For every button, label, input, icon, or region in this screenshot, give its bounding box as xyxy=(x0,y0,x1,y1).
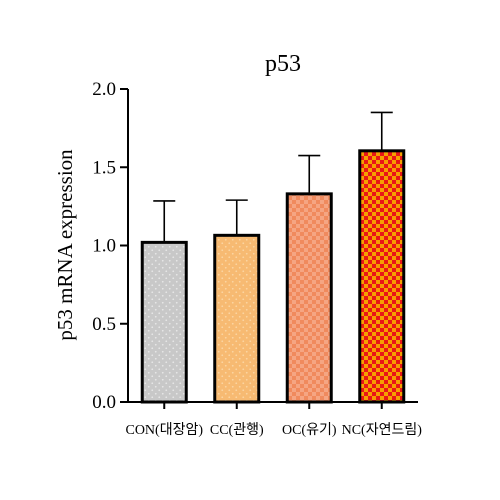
bar-2 xyxy=(285,192,333,404)
y-tick-label-1: 0.5 xyxy=(92,314,116,335)
bar-3 xyxy=(358,149,406,404)
axes-group: CON(대장암) CC(관행) OC(유기) NC(자연드림) 0.0 0.5 1.0 1.5… xyxy=(92,79,422,438)
x-tick-label-1: CC(관행) xyxy=(210,422,264,438)
bars-group xyxy=(140,111,406,404)
chart-title: p53 xyxy=(265,51,301,77)
x-tick-label-3: NC(자연드림) xyxy=(342,422,423,438)
y-tick-label-3: 1.5 xyxy=(92,157,116,178)
bar-0 xyxy=(140,240,188,404)
x-tick-label-2: OC(유기) xyxy=(282,422,337,438)
bar-1 xyxy=(213,233,261,404)
x-tick-label-0: CON(대장암) xyxy=(125,422,203,438)
y-tick-label-2: 1.0 xyxy=(92,236,116,257)
y-axis-label: p53 mRNA expression xyxy=(53,149,77,341)
y-tick-label-0: 0.0 xyxy=(92,392,116,413)
y-tick-label-4: 2.0 xyxy=(92,79,116,100)
